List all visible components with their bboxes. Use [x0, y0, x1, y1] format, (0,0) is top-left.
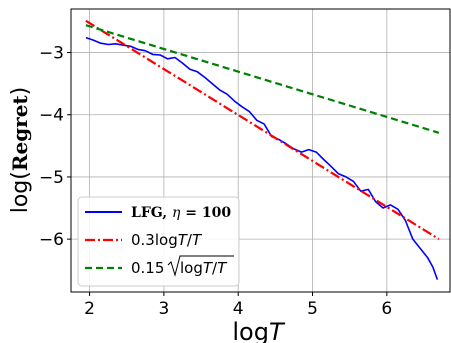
x-tick-label: 5	[307, 299, 318, 319]
svg-text:logT/T: logT/T	[180, 259, 228, 277]
sqrt-sign	[167, 255, 234, 277]
ticks: 2 3 4 5 6 −3 −4 −5 −6	[39, 44, 392, 319]
series-line-bound-b	[85, 24, 440, 134]
y-tick-label: −3	[39, 44, 64, 64]
x-tick-label: 2	[84, 299, 95, 319]
x-tick-label: 4	[233, 299, 244, 319]
svg-text:0.15: 0.15	[131, 259, 164, 277]
plot-frame	[70, 8, 451, 293]
legend: LFG, η = 100 0.3logT/T 0.15 logT/T	[77, 196, 240, 287]
x-tick-label: 3	[158, 299, 169, 319]
legend-label-bound-b: 0.15 logT/T	[131, 255, 234, 277]
x-axis-title: logT	[232, 318, 286, 343]
y-tick-label: −5	[39, 168, 64, 188]
legend-label-bound-a: 0.3logT/T	[131, 231, 203, 249]
y-tick-label: −6	[39, 230, 64, 250]
y-tick-label: −4	[39, 106, 64, 126]
series-line-lfg	[85, 36, 439, 280]
y-axis-title: log(Regret)	[8, 87, 33, 214]
series-line-bound-a	[85, 19, 440, 241]
series-layer	[85, 19, 440, 280]
legend-box	[77, 196, 240, 287]
x-tick-label: 6	[381, 299, 392, 319]
legend-label-lfg: LFG, η = 100	[131, 205, 231, 221]
